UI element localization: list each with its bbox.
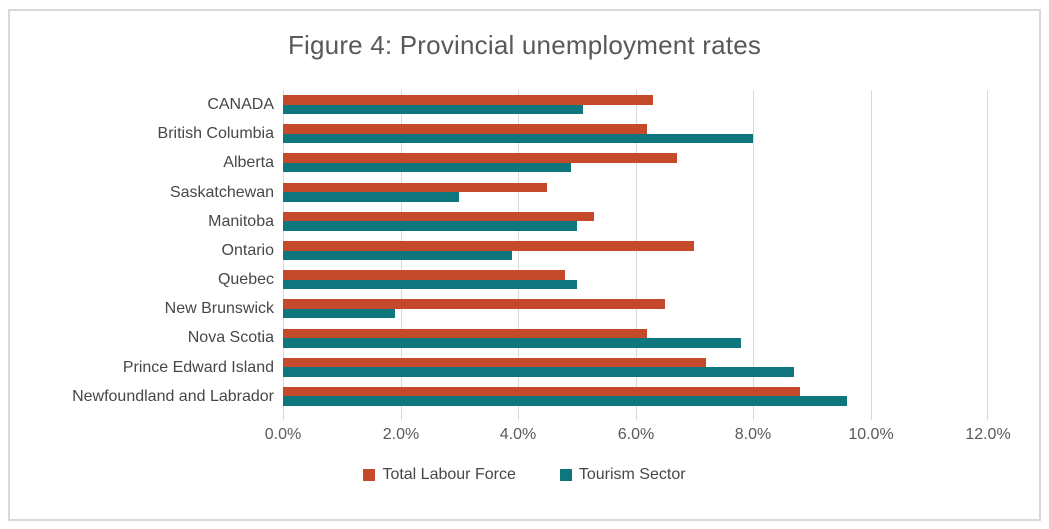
bar-tourism-sector[interactable] bbox=[283, 133, 753, 144]
bar-tourism-sector[interactable] bbox=[283, 162, 571, 173]
bar-total-labour-force[interactable] bbox=[283, 211, 595, 222]
bar-tourism-sector[interactable] bbox=[283, 338, 742, 348]
category-label-nova-scotia: Nova Scotia bbox=[187, 329, 274, 347]
category-label-newfoundland-and-labrador: Newfoundland and Labrador bbox=[72, 387, 274, 405]
category-label-new-brunswick: New Brunswick bbox=[164, 300, 274, 318]
bar-tourism-sector[interactable] bbox=[283, 367, 795, 377]
chart-title: Figure 4: Provincial unemployment rates bbox=[287, 30, 762, 60]
legend-item-total-labour-force[interactable]: Total Labour Force bbox=[363, 466, 516, 484]
x-axis-tick-label: 10.0% bbox=[848, 426, 894, 443]
bar-total-labour-force[interactable] bbox=[283, 124, 648, 134]
chart-legend: Total Labour Force Tourism Sector bbox=[0, 463, 1049, 487]
axis-tick bbox=[636, 411, 637, 420]
gridline bbox=[753, 90, 754, 411]
legend-label: Tourism Sector bbox=[578, 466, 686, 483]
bar-total-labour-force[interactable] bbox=[283, 241, 695, 251]
bar-total-labour-force[interactable] bbox=[283, 95, 654, 105]
bar-total-labour-force[interactable] bbox=[283, 328, 648, 339]
bar-tourism-sector[interactable] bbox=[283, 221, 577, 231]
axis-tick bbox=[753, 411, 754, 420]
legend-swatch-icon bbox=[559, 469, 572, 481]
bar-tourism-sector[interactable] bbox=[283, 396, 847, 406]
gridline bbox=[518, 90, 519, 411]
chart-area[interactable] bbox=[8, 9, 1041, 521]
x-axis-tick-label: 6.0% bbox=[617, 426, 655, 443]
bar-total-labour-force[interactable] bbox=[283, 299, 665, 309]
x-axis-tick-label: 8.0% bbox=[734, 426, 772, 443]
gridline bbox=[987, 90, 988, 411]
category-label-british-columbia: British Columbia bbox=[157, 125, 274, 143]
x-axis-tick-label: 4.0% bbox=[499, 426, 537, 443]
category-label-alberta: Alberta bbox=[223, 154, 274, 172]
gridline bbox=[636, 90, 637, 411]
legend-label: Total Labour Force bbox=[382, 466, 516, 483]
category-label-prince-edward-island: Prince Edward Island bbox=[122, 358, 274, 376]
axis-tick bbox=[401, 411, 402, 420]
bar-tourism-sector[interactable] bbox=[283, 192, 460, 202]
axis-tick bbox=[871, 411, 872, 420]
gridline bbox=[871, 90, 872, 411]
category-axis: CANADA British Columbia Alberta Saskatchewa… bbox=[18, 90, 274, 411]
x-axis-tick-label: 12.0% bbox=[965, 426, 1011, 443]
bar-tourism-sector[interactable] bbox=[283, 250, 513, 260]
category-label-quebec: Quebec bbox=[217, 271, 274, 289]
plot-area bbox=[283, 90, 988, 411]
axis-tick bbox=[283, 411, 284, 420]
axis-tick bbox=[518, 411, 519, 420]
legend-swatch-icon bbox=[363, 469, 376, 481]
bar-tourism-sector[interactable] bbox=[283, 279, 577, 290]
category-label-canada: CANADA bbox=[207, 96, 274, 113]
category-label-manitoba: Manitoba bbox=[208, 212, 274, 230]
axis-tick bbox=[987, 411, 988, 420]
legend-item-tourism-sector[interactable]: Tourism Sector bbox=[559, 466, 686, 484]
x-axis-labels: 0.0% 2.0% 4.0% 6.0% 8.0% 10.0% 12.0% bbox=[265, 426, 1011, 448]
bar-total-labour-force[interactable] bbox=[283, 386, 800, 397]
bar-total-labour-force[interactable] bbox=[283, 182, 548, 193]
category-label-saskatchewan: Saskatchewan bbox=[169, 183, 274, 201]
x-axis-tick-label: 0.0% bbox=[264, 426, 302, 443]
x-axis-tick-label: 2.0% bbox=[382, 426, 420, 443]
bar-total-labour-force[interactable] bbox=[283, 153, 677, 163]
category-label-ontario: Ontario bbox=[221, 241, 274, 259]
bar-total-labour-force[interactable] bbox=[283, 270, 565, 280]
bar-total-labour-force[interactable] bbox=[283, 357, 706, 368]
bar-tourism-sector[interactable] bbox=[283, 308, 395, 319]
x-axis-ticks bbox=[283, 411, 988, 420]
bar-tourism-sector[interactable] bbox=[283, 104, 583, 115]
